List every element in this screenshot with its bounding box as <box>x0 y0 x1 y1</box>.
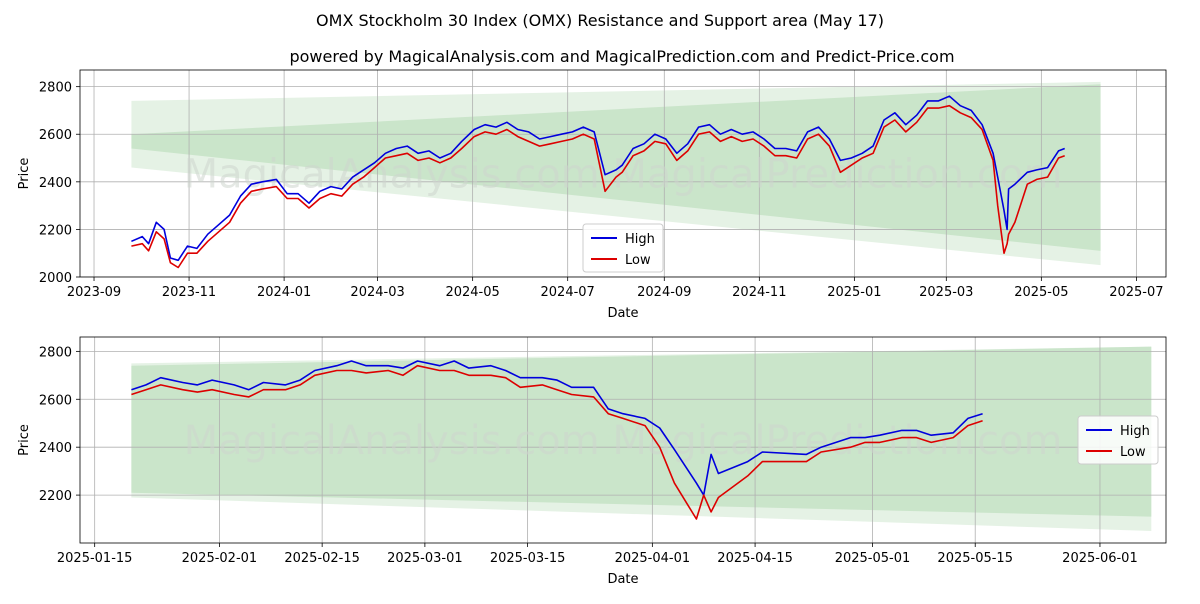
legend-label-low: Low <box>625 253 651 268</box>
watermark: MagicalAnalysis.com MagicalPrediction.co… <box>184 418 1063 464</box>
x-tick-label: 2025-05 <box>1014 285 1068 300</box>
x-tick-label: 2024-09 <box>637 285 691 300</box>
inner-band <box>131 84 1101 251</box>
y-axis-label: Price <box>17 158 32 190</box>
series-line-high <box>131 95 1065 262</box>
x-tick-label: 2024-03 <box>350 285 404 300</box>
x-tick-label: 2023-09 <box>67 285 121 300</box>
y-tick-label: 2800 <box>39 81 72 96</box>
chart-title: OMX Stockholm 30 Index (OMX) Resistance … <box>316 11 884 30</box>
x-tick-label: 2024-11 <box>732 285 786 300</box>
y-tick-label: 2600 <box>39 393 72 408</box>
inner-band <box>131 346 1152 517</box>
plot-frame <box>79 69 1167 278</box>
x-tick-label: 2025-03-15 <box>490 551 566 566</box>
y-tick-label: 2200 <box>39 489 72 504</box>
x-tick-label: 2024-07 <box>541 285 595 300</box>
x-tick-label: 2024-01 <box>257 285 311 300</box>
x-tick-label: 2025-03-01 <box>387 551 463 566</box>
bottom-panel: MagicalAnalysis.com MagicalPrediction.co… <box>17 336 1167 587</box>
legend: High Low <box>1077 415 1159 465</box>
plot-area: MagicalAnalysis.com MagicalPrediction.co… <box>80 70 1166 277</box>
chart-subtitle: powered by MagicalAnalysis.com and Magic… <box>289 47 954 66</box>
x-tick-label: 2025-06-01 <box>1062 551 1138 566</box>
x-tick-label: 2025-04-01 <box>615 551 691 566</box>
series-line-high <box>131 360 983 496</box>
series-line-low <box>131 364 983 520</box>
x-tick-label: 2025-05-15 <box>937 551 1013 566</box>
y-tick-label: 2400 <box>39 176 72 191</box>
outer-band <box>131 346 1152 532</box>
y-axis-label: Price <box>17 424 32 456</box>
x-axis-label: Date <box>607 572 638 587</box>
y-tick-label: 2200 <box>39 223 72 238</box>
plot-area: MagicalAnalysis.com MagicalPrediction.co… <box>80 337 1166 543</box>
series-line-low <box>131 104 1065 269</box>
x-axis-label: Date <box>607 306 638 321</box>
y-tick-label: 2800 <box>39 345 72 360</box>
y-tick-label: 2000 <box>39 271 72 286</box>
x-tick-label: 2024-05 <box>445 285 499 300</box>
plot-frame <box>79 336 1167 544</box>
legend-label-low: Low <box>1120 445 1146 460</box>
x-tick-label: 2025-03 <box>919 285 973 300</box>
x-tick-label: 2025-02-15 <box>284 551 360 566</box>
x-tick-label: 2025-04-15 <box>717 551 793 566</box>
y-tick-label: 2400 <box>39 441 72 456</box>
top-panel: MagicalAnalysis.com MagicalPrediction.co… <box>17 69 1167 321</box>
x-tick-label: 2023-11 <box>162 285 216 300</box>
x-tick-label: 2025-01-15 <box>57 551 133 566</box>
x-tick-label: 2025-07 <box>1109 285 1163 300</box>
legend: High Low <box>582 223 664 273</box>
legend-label-high: High <box>1120 424 1150 439</box>
y-tick-label: 2600 <box>39 128 72 143</box>
legend-label-high: High <box>625 232 655 247</box>
x-tick-label: 2025-01 <box>827 285 881 300</box>
x-tick-label: 2025-02-01 <box>182 551 258 566</box>
outer-band <box>131 81 1101 266</box>
watermark: MagicalAnalysis.com MagicalPrediction.co… <box>184 152 1063 198</box>
x-tick-label: 2025-05-01 <box>835 551 911 566</box>
